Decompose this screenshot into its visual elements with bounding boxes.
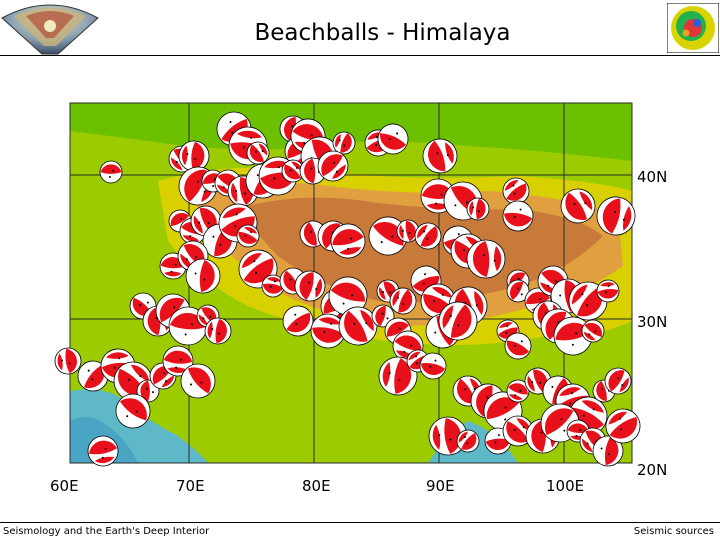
slide-header: Beachballs - Himalaya — [0, 0, 720, 56]
beachball-icon — [371, 304, 395, 328]
beachball-icon — [246, 141, 270, 165]
tomography-globe-icon — [666, 2, 720, 54]
header-rule — [0, 55, 720, 56]
footer-rule — [0, 522, 720, 523]
beachball-icon — [332, 131, 356, 155]
page-title: Beachballs - Himalaya — [254, 20, 511, 46]
beachball-icon — [99, 160, 123, 184]
seismicity-map: 60E 70E 80E 90E 100E 40N 30N 20N — [48, 91, 676, 499]
beachball-icon — [261, 274, 285, 298]
footer-course-title: Seismology and the Earth's Deep Interior — [3, 526, 210, 537]
beachball-icon — [330, 223, 366, 259]
beachball-icon — [178, 140, 210, 172]
lon-label-60e: 60E — [50, 477, 79, 495]
lat-label-40n: 40N — [637, 168, 667, 186]
beachball-icon — [456, 429, 480, 453]
beachball-icon — [162, 345, 194, 377]
beachball-icon — [87, 435, 119, 467]
beachball-icon — [115, 393, 151, 429]
beachball-icon — [185, 258, 221, 294]
beachball-icon — [466, 239, 506, 279]
beachball-icon — [338, 306, 378, 346]
beachball-icon — [77, 360, 109, 392]
lon-label-70e: 70E — [176, 477, 205, 495]
beachball-icon — [504, 332, 532, 360]
beachball-icon — [581, 319, 605, 343]
beachball-icon — [592, 435, 624, 467]
beachball-icon — [310, 313, 346, 349]
beachball-icon — [282, 305, 314, 337]
beachball-icon — [377, 123, 409, 155]
beachball-icon — [428, 416, 468, 456]
lon-label-80e: 80E — [302, 477, 331, 495]
beachball-icon — [466, 197, 490, 221]
beachball-icon — [596, 196, 636, 236]
beachball-icon — [368, 216, 408, 256]
beachball-icon — [553, 316, 593, 356]
beachball-icon — [605, 408, 641, 444]
beachball-icon — [54, 347, 82, 375]
globe-cutaway-icon — [0, 0, 100, 56]
beachball-icon — [378, 356, 418, 396]
beachball-icon — [604, 367, 632, 395]
beachball-icon — [560, 188, 596, 224]
beachball-icon — [438, 301, 478, 341]
beachball-icon — [502, 200, 534, 232]
beachball-icon — [236, 224, 260, 248]
beachball-icon — [419, 352, 447, 380]
beachball-icon — [294, 270, 326, 302]
beachball-icon — [389, 287, 417, 315]
lon-label-90e: 90E — [426, 477, 455, 495]
footer-section-title: Seismic sources — [633, 526, 714, 537]
lon-label-100e: 100E — [546, 477, 584, 495]
beachball-icon — [317, 150, 349, 182]
beachball-icon — [422, 138, 458, 174]
beachball-icon — [596, 279, 620, 303]
beachball-icon — [204, 317, 232, 345]
beachball-icon — [506, 379, 530, 403]
beachball-icon — [502, 177, 530, 205]
beachball-icon — [414, 222, 442, 250]
beachball-icon — [180, 363, 216, 399]
lat-label-20n: 20N — [637, 461, 667, 479]
beachball-layer — [54, 111, 641, 467]
lat-label-30n: 30N — [637, 313, 667, 331]
beachball-icon — [281, 159, 305, 183]
beachball-icon — [328, 276, 368, 316]
